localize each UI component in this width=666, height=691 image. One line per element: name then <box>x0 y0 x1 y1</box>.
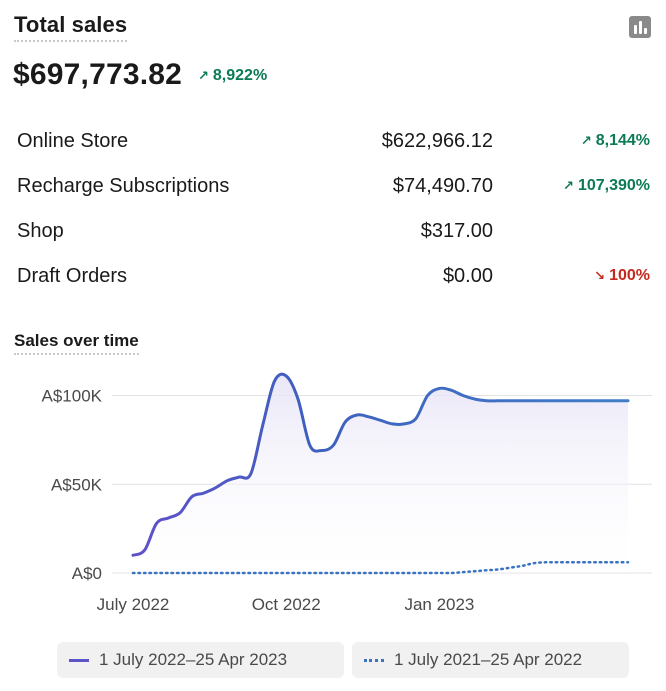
channel-row: Online Store $622,966.12 ↗ 8,144% <box>0 128 666 158</box>
channel-amount: $74,490.70 <box>392 175 493 197</box>
channel-amount: $622,966.12 <box>381 130 493 152</box>
arrow-up-right-icon: ↗ <box>580 133 592 148</box>
series-line-previous <box>131 561 630 575</box>
arrow-down-right-icon: ↘ <box>594 268 606 283</box>
total-change-value: 8,922% <box>212 67 268 84</box>
total-sales-value: $697,773.82 <box>13 58 183 91</box>
arrow-up-right-icon: ↗ <box>563 178 574 193</box>
channel-amount: $317.00 <box>420 220 493 242</box>
legend-solid-line-icon <box>69 659 89 662</box>
channel-name: Draft Orders <box>17 265 128 287</box>
bar-chart-icon[interactable] <box>629 16 651 38</box>
x-tick-label: Jan 2023 <box>404 595 474 614</box>
channel-change-value: 8,144% <box>595 132 650 149</box>
legend-dotted-line-icon <box>364 659 384 662</box>
channel-name: Shop <box>17 220 64 242</box>
y-tick-label: A$100K <box>42 387 103 406</box>
channel-row: Draft Orders $0.00 ↘ 100% <box>0 263 666 293</box>
y-tick-label: A$50K <box>51 475 103 494</box>
channel-change-value: 107,390% <box>577 177 650 194</box>
channel-change: ↗ 107,390% <box>563 177 650 195</box>
legend-item-current[interactable]: 1 July 2022–25 Apr 2023 <box>57 642 344 678</box>
channel-amount: $0.00 <box>442 265 493 287</box>
channel-change-value: 100% <box>609 267 650 284</box>
total-change-badge: ↗ 8,922% <box>198 67 267 85</box>
sales-over-time-chart: A$0 A$50K A$100K July 2022 Oct 2022 Jan 2023 <box>42 372 652 614</box>
channel-row: Shop $317.00 <box>0 218 666 248</box>
channel-name: Recharge Subscriptions <box>17 175 230 197</box>
legend-label: 1 July 2022–25 Apr 2023 <box>99 650 288 669</box>
report-title: Total sales <box>14 12 128 42</box>
series-area-current <box>133 374 628 573</box>
arrow-up-right-icon: ↗ <box>198 68 209 83</box>
channel-name: Online Store <box>17 130 129 152</box>
legend-item-previous[interactable]: 1 July 2021–25 Apr 2022 <box>352 642 629 678</box>
x-tick-label: Oct 2022 <box>252 595 321 614</box>
chart-title: Sales over time <box>14 331 139 355</box>
channel-row: Recharge Subscriptions $74,490.70 ↗ 107,3… <box>0 173 666 203</box>
x-tick-label: July 2022 <box>97 595 170 614</box>
legend-label: 1 July 2021–25 Apr 2022 <box>394 650 583 669</box>
channel-change: ↗ 8,144% <box>581 132 650 150</box>
series-line-current <box>131 372 630 557</box>
y-tick-label: A$0 <box>72 564 102 583</box>
channel-change: ↘ 100% <box>594 267 650 285</box>
